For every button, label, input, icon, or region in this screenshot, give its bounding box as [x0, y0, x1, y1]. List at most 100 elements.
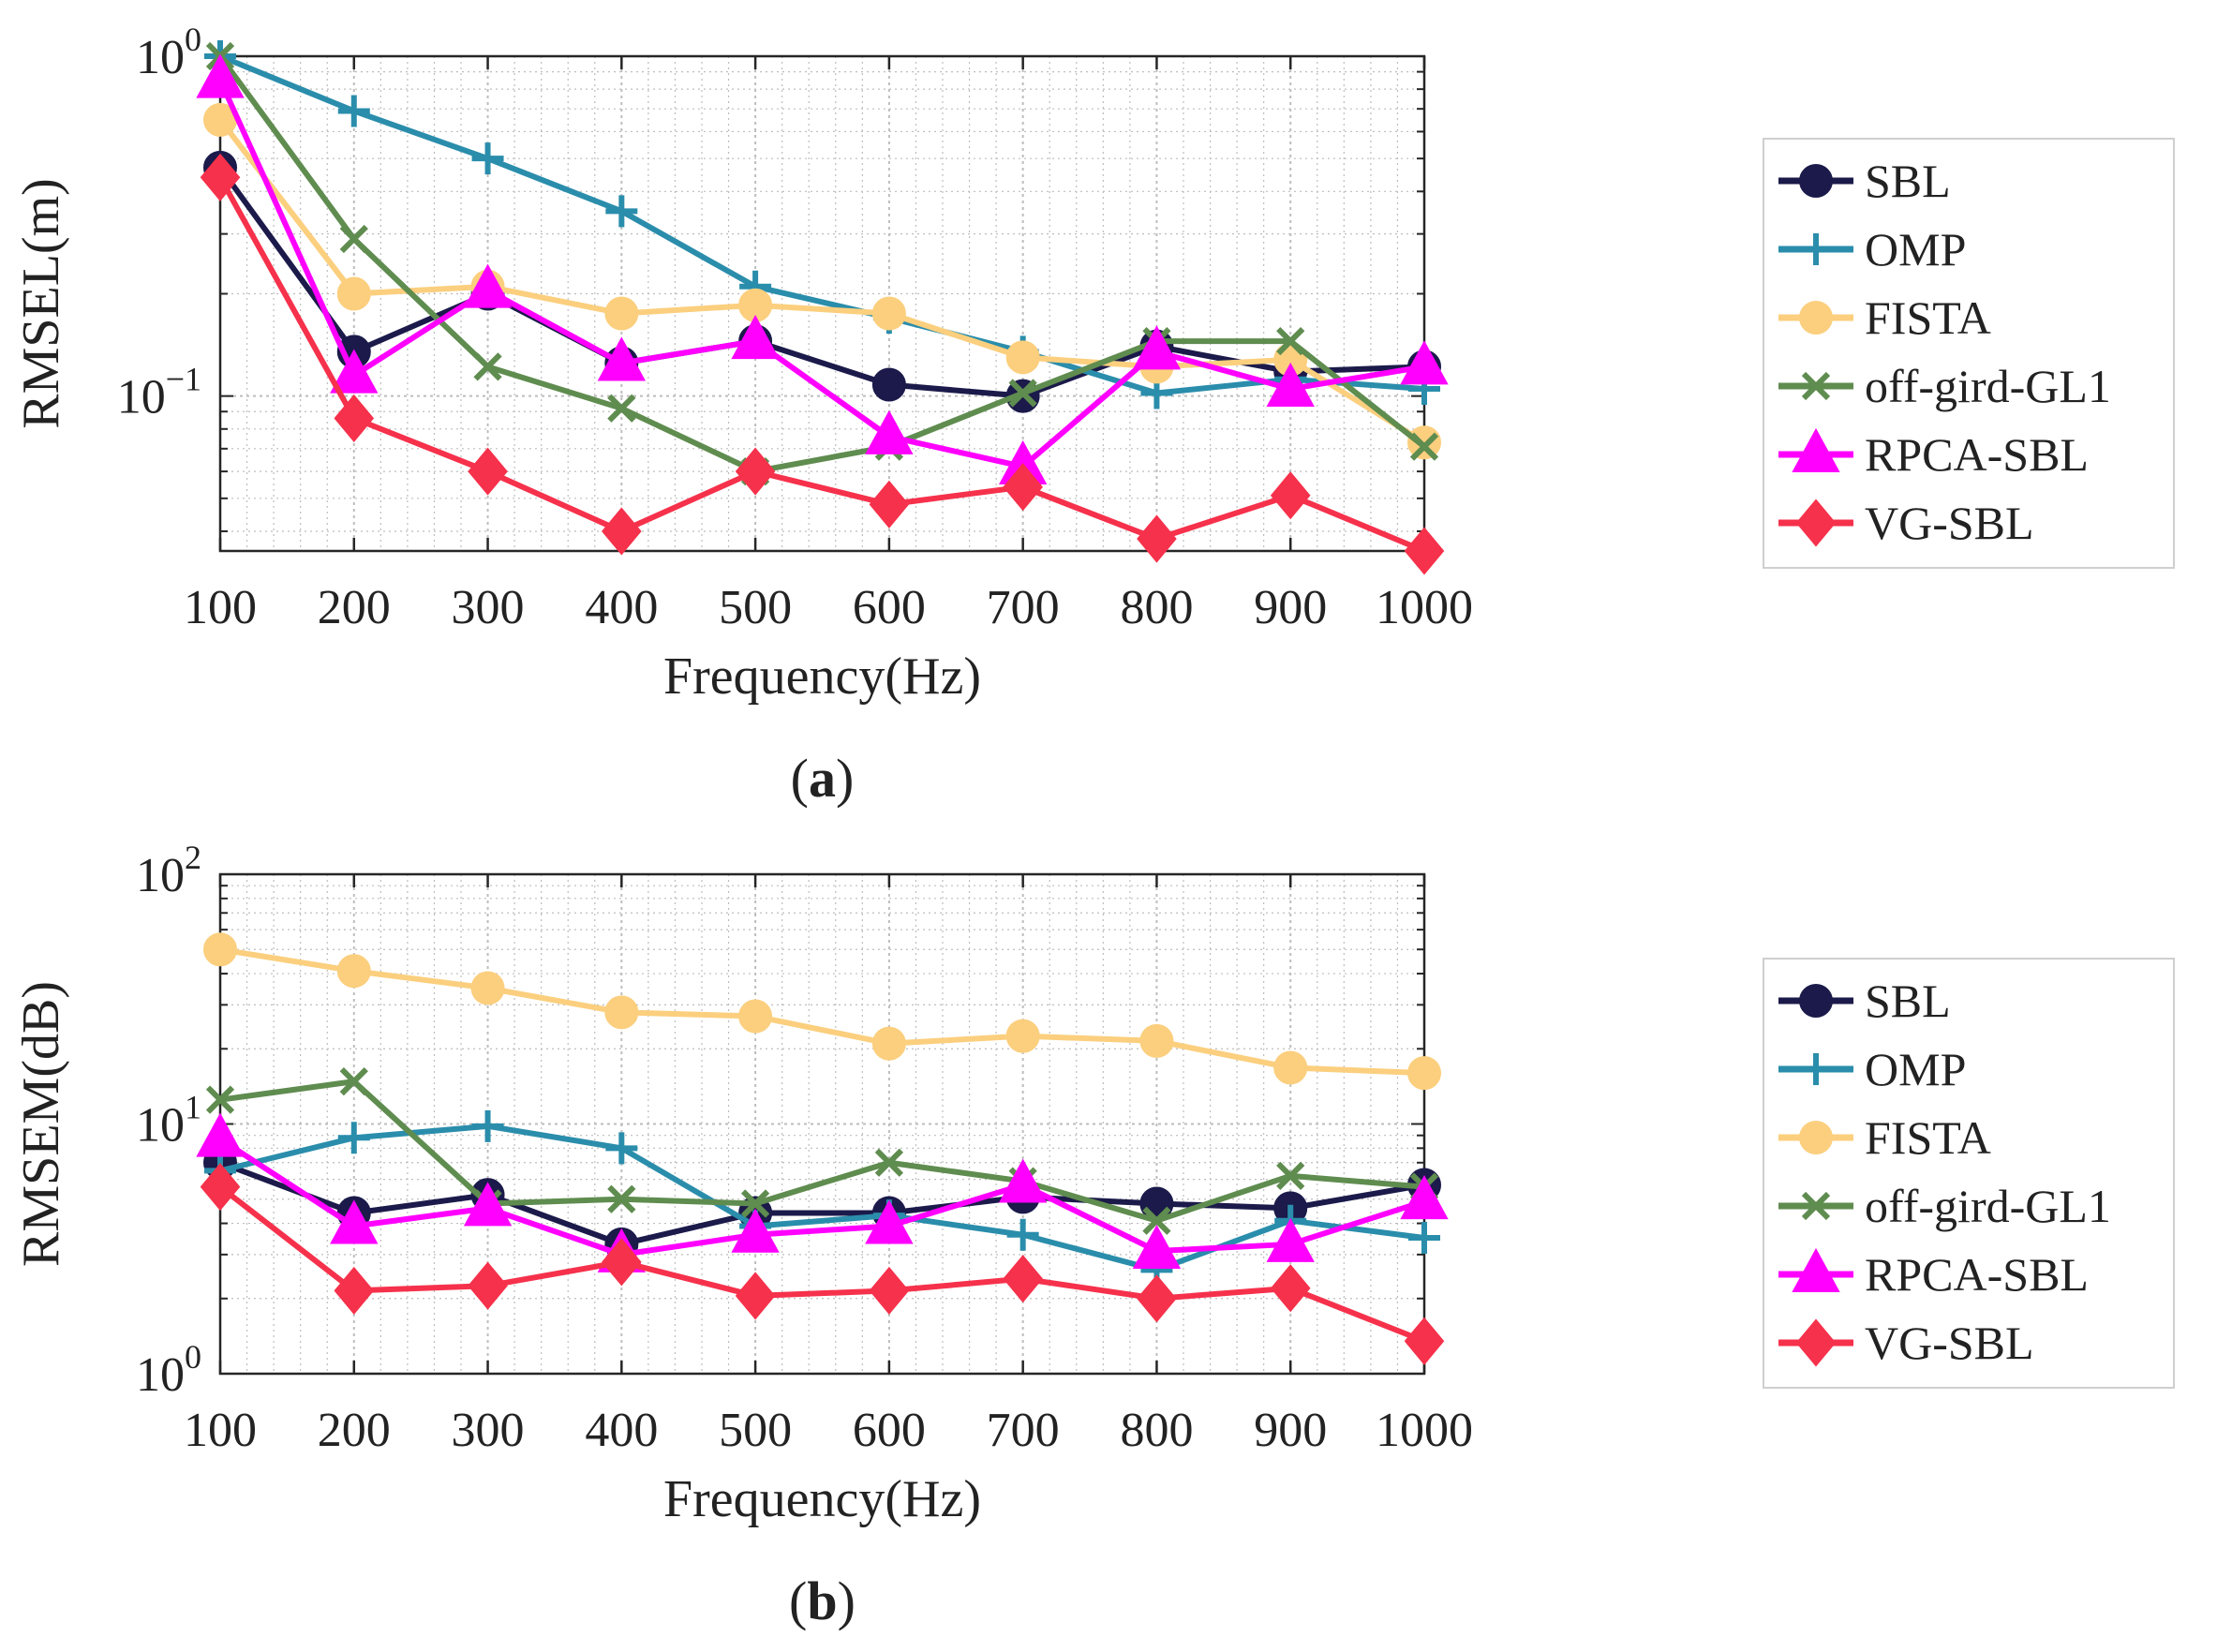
- x-tick-label: 300: [452, 1404, 525, 1457]
- data-point: [865, 409, 914, 454]
- x-axis: 100 200 300 400 500 600 700 800 900 1000 Frequency…: [184, 874, 1473, 1528]
- legend-item: off-gird-GL1: [1778, 360, 2111, 412]
- series-line: [218, 1137, 1425, 1258]
- series-line: [218, 1184, 1426, 1345]
- series-line: [217, 166, 1425, 399]
- x-tick-label: 400: [585, 1404, 658, 1457]
- y-tick-label: 102: [136, 839, 201, 902]
- data-point: [471, 1109, 504, 1142]
- data-point: [731, 1208, 780, 1253]
- data-point: [1266, 1217, 1315, 1262]
- series-rpca-sbl: [196, 53, 1449, 484]
- legend-marker: [1795, 1318, 1837, 1367]
- data-point: [597, 336, 647, 381]
- chart-a: 100 200 300 400 500 600 700 800 900 1000 Frequency…: [12, 21, 2175, 809]
- y-axis: 10−1 100 RMSEL(m): [12, 21, 1424, 532]
- data-point: [1005, 340, 1040, 375]
- data-point: [1137, 1274, 1177, 1323]
- y-tick-label: 10−1: [117, 361, 201, 424]
- data-point: [330, 1199, 379, 1244]
- x-tick-label: 900: [1254, 581, 1327, 634]
- x-tick-label: 500: [719, 581, 792, 634]
- data-point: [205, 1085, 235, 1114]
- x-tick-label: 600: [853, 1404, 926, 1457]
- legend-item: FISTA: [1778, 1111, 1991, 1164]
- legend: SBL OMP FISTA off-gird-GL1 RPCA-SBL VG-SBL: [1763, 958, 2175, 1389]
- legend-label: RPCA-SBL: [1865, 428, 2089, 481]
- data-point: [1276, 1161, 1305, 1190]
- legend-marker: [1792, 427, 1840, 472]
- legend-item: OMP: [1778, 1043, 1966, 1095]
- data-point: [337, 95, 370, 127]
- y-axis-label: RMSEL(m): [12, 178, 70, 429]
- data-point: [1409, 432, 1439, 461]
- data-point: [196, 53, 245, 98]
- legend-label: FISTA: [1865, 1111, 1991, 1164]
- legend-marker: [1795, 499, 1837, 547]
- data-point: [1273, 1050, 1308, 1085]
- legend-marker: [1799, 164, 1833, 198]
- data-point: [602, 1238, 642, 1287]
- legend-item: VG-SBL: [1778, 497, 2034, 549]
- data-point: [1132, 1224, 1182, 1270]
- chart-b: 100 200 300 400 500 600 700 800 900 1000 Frequency…: [12, 839, 2175, 1631]
- data-point: [470, 971, 505, 1005]
- legend-label: FISTA: [1865, 291, 1991, 344]
- legend-marker: [1799, 1121, 1833, 1154]
- data-point: [1132, 325, 1182, 370]
- data-point: [602, 507, 642, 556]
- data-point: [607, 394, 636, 423]
- data-point: [1005, 1019, 1040, 1053]
- data-point: [998, 1158, 1048, 1203]
- data-point: [196, 1112, 245, 1157]
- axes-box: [218, 54, 1426, 553]
- legend-item: off-gird-GL1: [1778, 1180, 2111, 1232]
- legend-marker: [1800, 1053, 1832, 1085]
- x-axis-label: Frequency(Hz): [663, 1470, 981, 1528]
- panel-caption: (a): [791, 748, 855, 809]
- x-tick-label: 200: [318, 581, 391, 634]
- data-point: [463, 263, 513, 308]
- data-point: [869, 1266, 910, 1315]
- data-point: [1008, 379, 1037, 408]
- data-point: [200, 1163, 241, 1212]
- data-point: [203, 932, 237, 967]
- series-line: [218, 1159, 1425, 1247]
- data-point: [731, 315, 780, 360]
- data-point: [1400, 340, 1449, 385]
- series-line: [217, 118, 1426, 445]
- legend-marker: [1799, 301, 1833, 335]
- legend-item: FISTA: [1778, 291, 1991, 344]
- legend-item: VG-SBL: [1778, 1317, 2034, 1369]
- data-point: [874, 1148, 904, 1177]
- data-point: [471, 142, 504, 175]
- data-point: [473, 352, 502, 381]
- x-tick-label: 1000: [1376, 581, 1473, 634]
- data-point: [735, 1272, 776, 1320]
- legend-label: VG-SBL: [1865, 1317, 2034, 1369]
- data-point: [1404, 527, 1445, 575]
- data-point: [605, 1132, 638, 1165]
- data-point: [1137, 514, 1177, 563]
- series-line: [217, 54, 1426, 475]
- data-point: [1270, 1264, 1311, 1313]
- x-tick-label: 700: [987, 581, 1060, 634]
- legend-marker: [1801, 371, 1831, 401]
- x-tick-label: 900: [1254, 1404, 1327, 1457]
- data-point: [869, 480, 910, 528]
- legend-item: SBL: [1778, 975, 1951, 1027]
- legend-item: RPCA-SBL: [1778, 427, 2089, 481]
- x-tick-label: 800: [1120, 1404, 1193, 1457]
- y-tick-label: 100: [136, 21, 201, 84]
- data-point: [604, 995, 639, 1030]
- data-point: [1142, 1206, 1171, 1235]
- legend-item: RPCA-SBL: [1778, 1247, 2089, 1301]
- data-point: [200, 153, 241, 201]
- data-point: [740, 1189, 770, 1218]
- y-tick-label: 101: [136, 1089, 201, 1153]
- x-tick-label: 100: [184, 581, 257, 634]
- x-tick-label: 400: [585, 581, 658, 634]
- legend-label: OMP: [1865, 1043, 1966, 1095]
- legend-marker: [1799, 984, 1833, 1018]
